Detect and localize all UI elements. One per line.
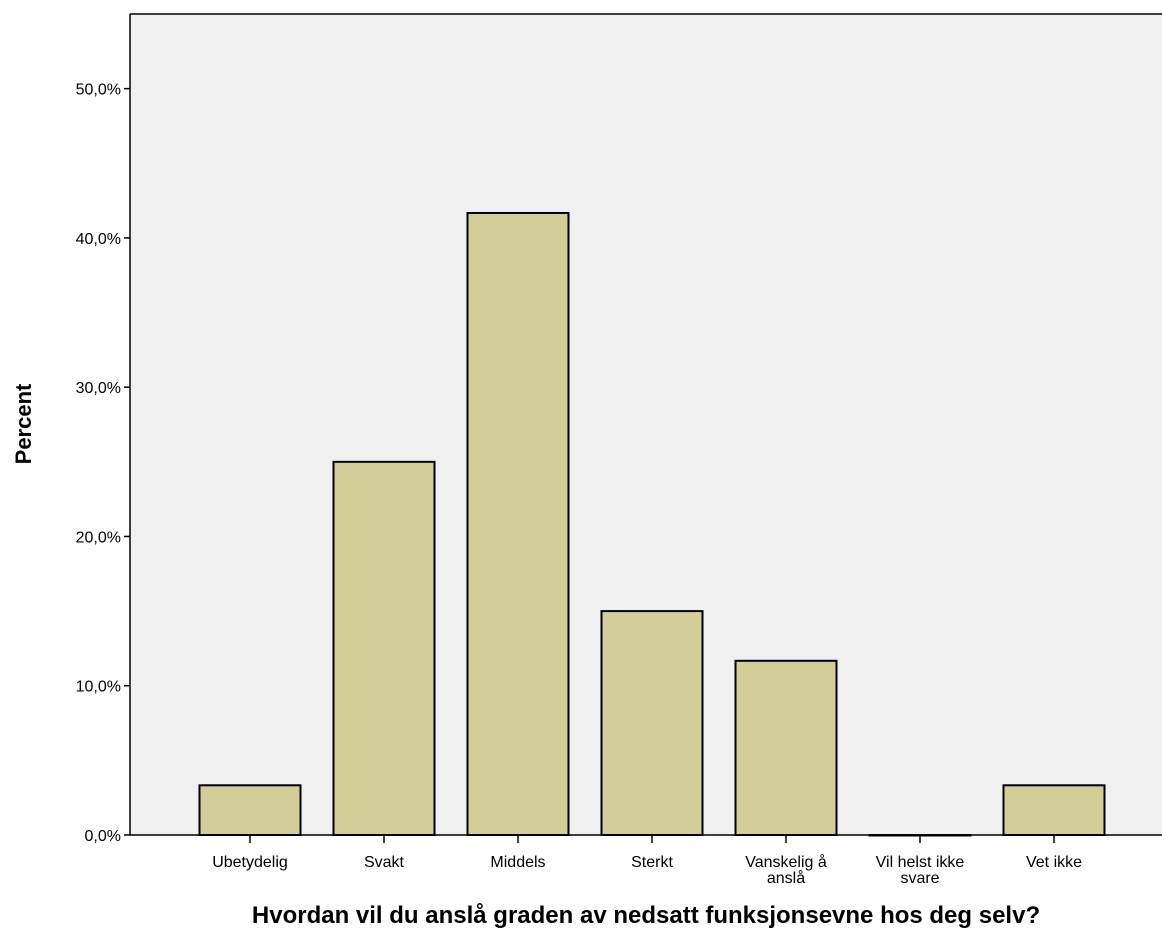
y-tick-label: 0,0% [85,828,121,845]
bar [198,784,302,836]
x-axis-title: Hvordan vil du anslå graden av nedsatt f… [252,902,1040,929]
bar [466,211,570,837]
x-ticks: Ubetydelig Svakt Middels Sterkt Vanskelig åa… [212,835,1082,887]
x-category-label: Middels [490,854,545,871]
y-axis-title: Percent [11,383,36,464]
x-category-label: Svakt [364,854,405,871]
x-category-label: Vil helst ikke [876,854,965,871]
bar [1002,784,1106,836]
x-category-label: svare [900,870,939,887]
bar [600,610,704,836]
x-category-label: Ubetydelig [212,854,288,871]
bars [198,211,1106,837]
y-tick-label: 20,0% [76,529,121,546]
x-category-label: Vet ikke [1026,854,1082,871]
y-tick-label: 40,0% [76,231,121,248]
y-tick-label: 10,0% [76,679,121,696]
x-category-label: Sterkt [631,854,673,871]
y-ticks: 0,0% 10,0% 20,0% 30,0% 40,0% 50,0% [76,82,130,845]
y-tick-label: 30,0% [76,380,121,397]
bar [734,659,838,836]
y-tick-label: 50,0% [76,82,121,99]
bar [332,460,436,836]
x-category-label: anslå [767,869,805,887]
x-category-label: Vanskelig å [745,853,827,871]
